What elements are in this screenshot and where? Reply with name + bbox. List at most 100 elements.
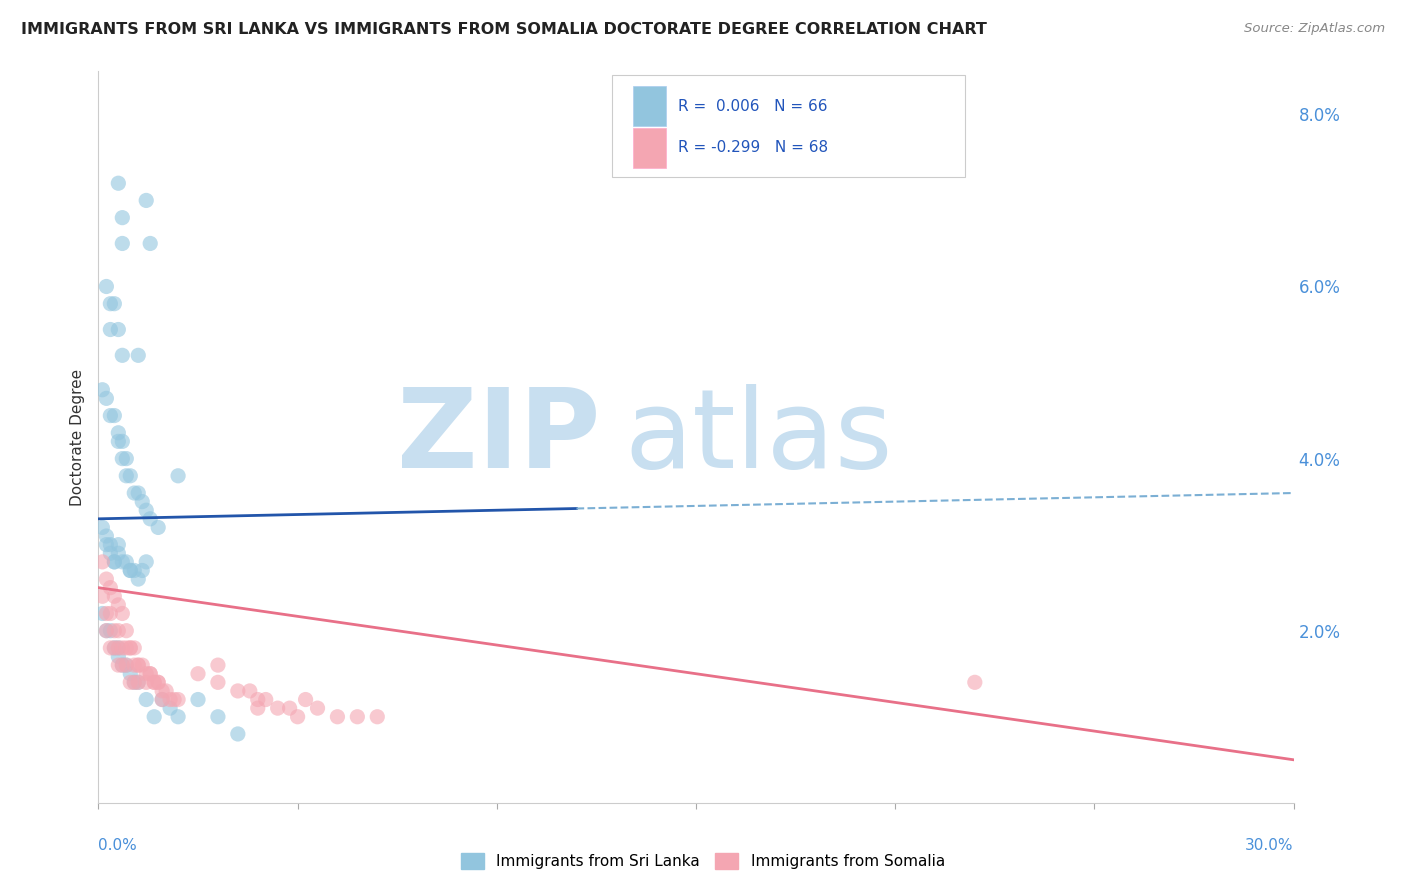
Point (246, 701, 269, 715)
Point (120, 564, 142, 578)
Point (135, 503, 157, 517)
Bar (633, 86, 666, 127)
Point (143, 710, 166, 724)
Point (131, 494, 153, 508)
Point (107, 538, 129, 552)
Point (167, 710, 190, 724)
Point (96, 529, 118, 543)
Point (111, 211, 134, 225)
Point (91, 520, 114, 534)
Point (366, 710, 388, 724)
Point (124, 675, 146, 690)
Text: 30.0%: 30.0% (1246, 838, 1294, 854)
Point (120, 640, 142, 655)
Point (115, 555, 138, 569)
Point (107, 546, 129, 560)
Point (963, 675, 986, 690)
Point (148, 675, 170, 690)
Point (307, 701, 329, 715)
Point (226, 727, 249, 741)
Point (91, 383, 114, 397)
Point (267, 701, 290, 715)
Point (111, 555, 134, 569)
Point (107, 649, 129, 664)
Point (107, 425, 129, 440)
Point (107, 624, 129, 638)
Point (135, 555, 157, 569)
Point (115, 640, 138, 655)
Point (167, 468, 190, 483)
Point (139, 512, 162, 526)
Point (346, 710, 368, 724)
Point (135, 675, 157, 690)
Point (103, 640, 125, 655)
Point (103, 555, 125, 569)
Point (91, 589, 114, 603)
Point (139, 236, 162, 251)
Point (98, 607, 122, 621)
Point (107, 640, 129, 655)
Point (103, 589, 125, 603)
Point (143, 675, 166, 690)
Point (155, 684, 177, 698)
Point (294, 692, 316, 706)
Point (111, 658, 134, 673)
Point (107, 598, 129, 612)
Point (111, 236, 134, 251)
Point (150, 692, 173, 706)
Point (107, 658, 129, 673)
Point (98, 409, 122, 423)
Bar (633, 128, 666, 168)
Point (103, 409, 125, 423)
Point (246, 692, 269, 706)
Point (120, 675, 142, 690)
Point (96, 607, 118, 621)
Point (207, 675, 229, 690)
Text: ZIP: ZIP (396, 384, 600, 491)
Point (150, 692, 173, 706)
FancyBboxPatch shape (613, 75, 965, 178)
Point (131, 564, 153, 578)
Point (115, 468, 138, 483)
Point (91, 607, 114, 621)
Point (103, 555, 125, 569)
Point (98, 546, 122, 560)
Point (287, 710, 309, 724)
Point (107, 434, 129, 449)
Point (107, 176, 129, 190)
Point (111, 451, 134, 466)
Point (127, 675, 149, 690)
Point (124, 486, 146, 500)
Point (107, 322, 129, 336)
Point (111, 658, 134, 673)
Point (326, 710, 349, 724)
Point (159, 701, 181, 715)
Text: IMMIGRANTS FROM SRI LANKA VS IMMIGRANTS FROM SOMALIA DOCTORATE DEGREE CORRELATIO: IMMIGRANTS FROM SRI LANKA VS IMMIGRANTS … (21, 22, 987, 37)
Point (148, 675, 170, 690)
Point (98, 581, 122, 595)
Point (103, 624, 125, 638)
Point (115, 451, 138, 466)
Point (150, 684, 173, 698)
Point (127, 658, 149, 673)
Point (127, 658, 149, 673)
Point (127, 675, 149, 690)
Point (96, 572, 118, 586)
Point (96, 392, 118, 406)
Point (127, 572, 149, 586)
Point (226, 684, 249, 698)
Point (115, 624, 138, 638)
Point (96, 279, 118, 293)
Point (98, 296, 122, 310)
Point (120, 640, 142, 655)
Point (278, 701, 301, 715)
Point (254, 692, 277, 706)
Point (98, 624, 122, 638)
Point (207, 710, 229, 724)
Text: R = -0.299   N = 68: R = -0.299 N = 68 (678, 140, 828, 155)
Point (139, 666, 162, 681)
Point (124, 564, 146, 578)
Point (103, 640, 125, 655)
Point (139, 666, 162, 681)
Point (111, 607, 134, 621)
